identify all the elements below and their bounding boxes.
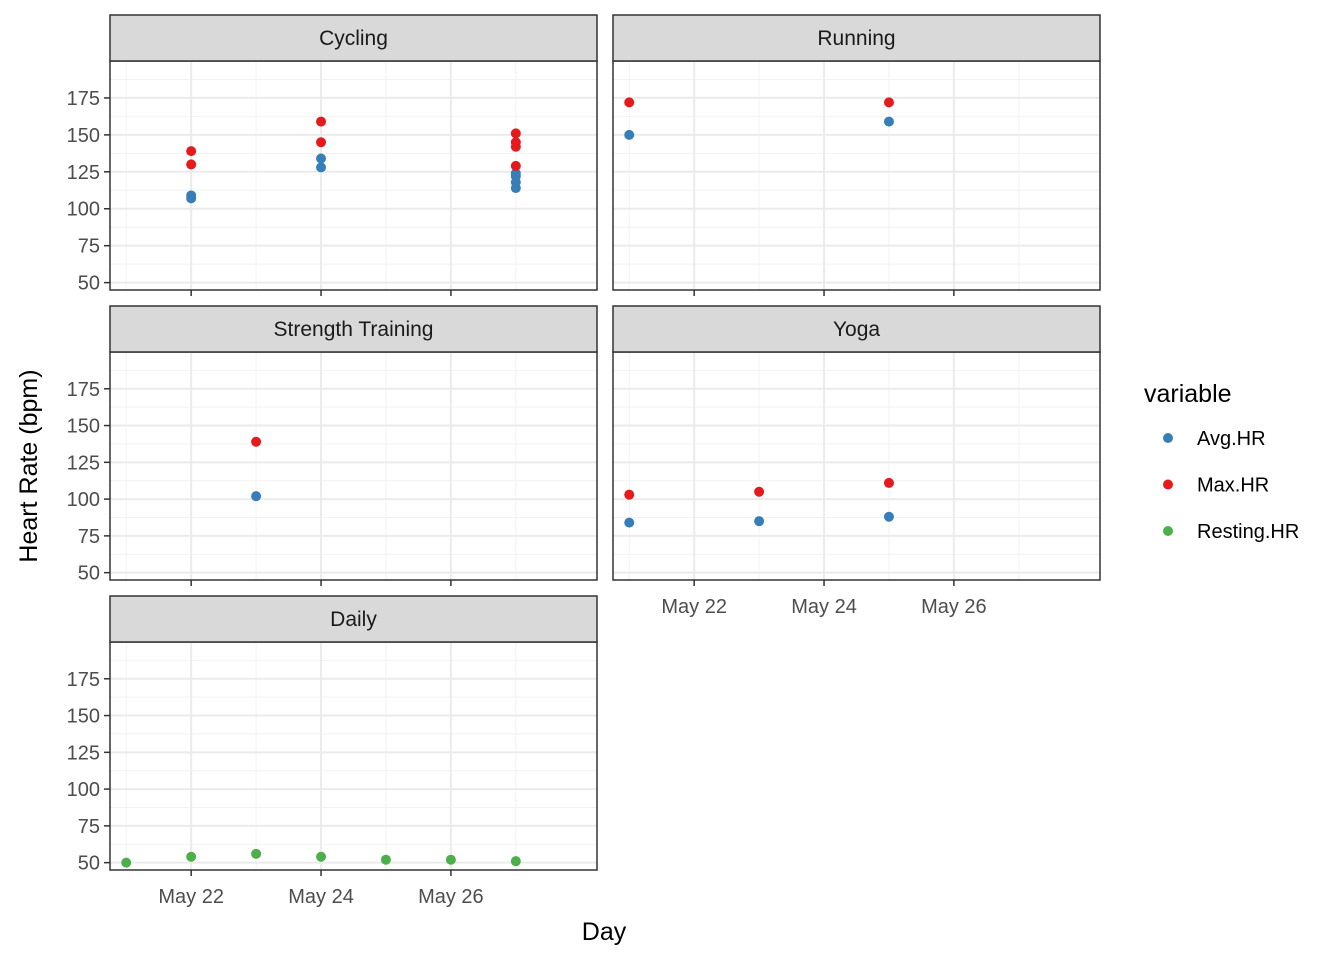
point-resting-hr: [445, 854, 456, 865]
point-max-hr: [510, 160, 521, 171]
y-tick-label: 75: [78, 236, 100, 258]
strip-label: Cycling: [319, 27, 388, 50]
legend-item-avg-hr: Avg.HR: [1163, 428, 1266, 450]
point-max-hr: [754, 486, 765, 497]
point-avg-hr: [186, 193, 197, 204]
panel-running: Running: [612, 14, 1101, 296]
x-axis-title: Day: [582, 918, 627, 946]
legend-key-avg-hr: [1163, 433, 1173, 443]
y-axis-title: Heart Rate (bpm): [15, 369, 43, 562]
panel-background: [110, 642, 597, 870]
y-tick-label: 125: [67, 162, 100, 184]
point-max-hr: [624, 97, 635, 108]
y-tick-label: 150: [67, 416, 100, 438]
strip-cycling: [109, 14, 598, 62]
panel-cycling: Cycling 50 75 100 125 150 175: [67, 14, 598, 296]
strip-daily: [109, 595, 598, 643]
y-tick-label: 175: [67, 669, 100, 691]
x-tick-label: May 26: [418, 886, 484, 908]
panel-background: [110, 352, 597, 580]
point-avg-hr: [251, 491, 262, 502]
point-resting-hr: [251, 848, 262, 859]
strip-label: Yoga: [833, 318, 880, 341]
y-tick-label: 100: [67, 199, 100, 221]
y-tick-label: 125: [67, 452, 100, 474]
point-max-hr: [883, 477, 894, 488]
point-avg-hr: [624, 517, 635, 528]
y-tick-label: 125: [67, 742, 100, 764]
panel-background: [613, 61, 1100, 290]
strip-label: Strength Training: [274, 318, 434, 341]
y-tick-label: 100: [67, 489, 100, 511]
y-tick-label: 175: [67, 379, 100, 401]
strip-running: [612, 14, 1101, 62]
panel-daily: Daily 50 75 100 125 150 175 May 22 May 24 May 26: [67, 595, 598, 908]
x-tick-label: May 24: [288, 886, 354, 908]
point-avg-hr: [316, 153, 327, 164]
point-max-hr: [316, 116, 327, 127]
point-avg-hr: [883, 116, 894, 127]
point-avg-hr: [510, 183, 521, 194]
point-max-hr: [251, 436, 262, 447]
legend-key-resting-hr: [1163, 526, 1173, 536]
point-resting-hr: [121, 857, 132, 868]
y-tick-label: 175: [67, 88, 100, 110]
point-max-hr: [624, 489, 635, 500]
y-tick-label: 150: [67, 706, 100, 728]
point-max-hr: [186, 159, 197, 170]
x-tick-label: May 22: [661, 596, 727, 618]
y-tick-label: 75: [78, 816, 100, 838]
legend-key-max-hr: [1163, 479, 1173, 490]
strip-label: Daily: [330, 608, 377, 631]
point-resting-hr: [186, 851, 197, 862]
y-tick-label: 50: [78, 853, 100, 875]
x-tick-label: May 22: [158, 886, 224, 908]
facet-panels: Cycling 50 75 100 125 150 175 Running Strength T…: [67, 14, 1101, 908]
y-tick-label: 100: [67, 779, 100, 801]
panel-yoga: Yoga May 22 May 24 May 26: [612, 305, 1101, 618]
point-avg-hr: [754, 516, 765, 527]
y-tick-label: 75: [78, 526, 100, 548]
point-max-hr: [510, 128, 521, 139]
point-avg-hr: [883, 511, 894, 522]
x-tick-label: May 26: [921, 596, 987, 618]
point-max-hr: [186, 146, 197, 157]
point-resting-hr: [316, 851, 327, 862]
y-tick-label: 150: [67, 125, 100, 147]
strip-label: Running: [817, 27, 895, 50]
panel-strength-training: Strength Training 50 75 100 125 150 175: [67, 305, 598, 586]
legend: Avg.HR Max.HR Resting.HR: [1163, 428, 1299, 543]
y-tick-label: 50: [78, 273, 100, 295]
point-max-hr: [316, 137, 327, 148]
legend-item-resting-hr: Resting.HR: [1163, 521, 1299, 543]
legend-label: Avg.HR: [1197, 428, 1266, 450]
x-tick-label: May 24: [791, 596, 857, 618]
legend-label: Resting.HR: [1197, 521, 1299, 543]
point-max-hr: [510, 141, 521, 152]
strip-strength-training: [109, 305, 598, 353]
y-tick-label: 50: [78, 563, 100, 585]
panel-background: [110, 61, 597, 290]
legend-label: Max.HR: [1197, 475, 1269, 497]
strip-yoga: [612, 305, 1101, 353]
point-resting-hr: [380, 854, 391, 865]
point-max-hr: [883, 97, 894, 108]
point-resting-hr: [510, 856, 521, 867]
legend-title: variable: [1144, 380, 1232, 408]
point-avg-hr: [624, 129, 635, 140]
legend-item-max-hr: Max.HR: [1163, 475, 1269, 497]
point-avg-hr: [316, 162, 327, 173]
panel-background: [613, 352, 1100, 580]
